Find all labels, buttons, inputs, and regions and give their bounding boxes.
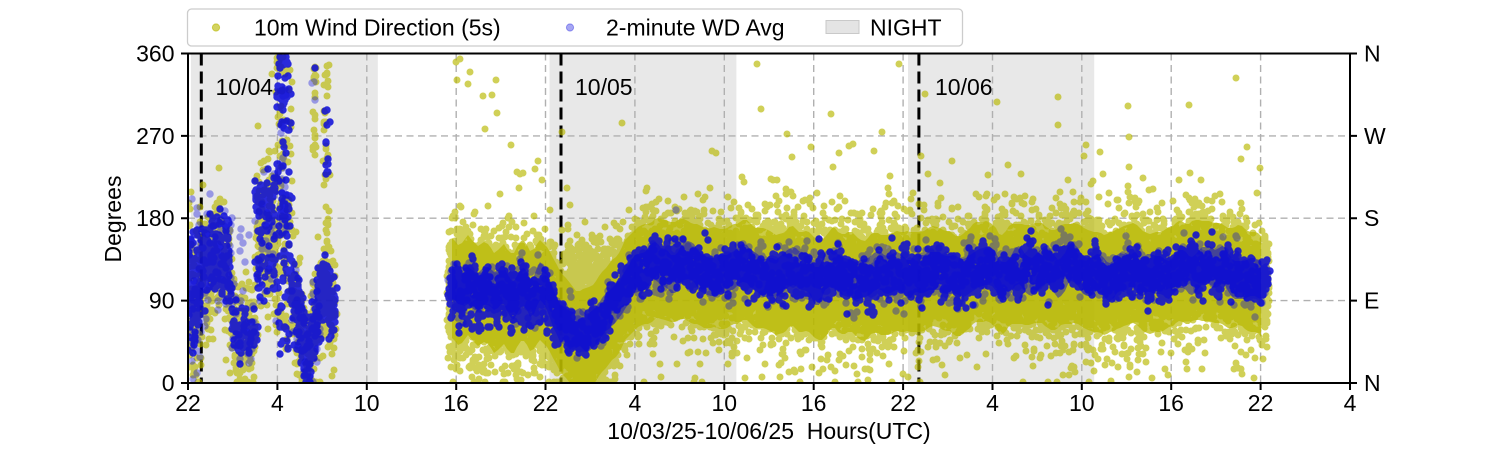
svg-text:10/06: 10/06 bbox=[935, 74, 993, 100]
svg-text:10: 10 bbox=[354, 390, 380, 416]
svg-text:10: 10 bbox=[1069, 390, 1095, 416]
svg-text:E: E bbox=[1364, 288, 1379, 314]
svg-text:16: 16 bbox=[801, 390, 827, 416]
svg-text:S: S bbox=[1364, 205, 1379, 231]
svg-text:10/05: 10/05 bbox=[575, 74, 633, 100]
svg-text:22: 22 bbox=[890, 390, 916, 416]
svg-text:270: 270 bbox=[136, 123, 174, 149]
svg-text:360: 360 bbox=[136, 41, 174, 67]
svg-text:10: 10 bbox=[712, 390, 738, 416]
svg-text:10m Wind Direction (5s): 10m Wind Direction (5s) bbox=[254, 15, 501, 41]
svg-text:0: 0 bbox=[162, 370, 175, 396]
svg-text:Degrees: Degrees bbox=[100, 176, 126, 263]
svg-text:180: 180 bbox=[136, 205, 174, 231]
svg-text:4: 4 bbox=[629, 390, 642, 416]
svg-text:NIGHT: NIGHT bbox=[870, 15, 942, 41]
svg-text:22: 22 bbox=[1248, 390, 1274, 416]
svg-text:2-minute WD Avg: 2-minute WD Avg bbox=[606, 15, 785, 41]
svg-text:N: N bbox=[1364, 370, 1381, 396]
svg-text:4: 4 bbox=[1344, 390, 1357, 416]
svg-text:4: 4 bbox=[271, 390, 284, 416]
svg-text:N: N bbox=[1364, 41, 1381, 67]
svg-text:16: 16 bbox=[1158, 390, 1184, 416]
svg-text:22: 22 bbox=[175, 390, 201, 416]
svg-text:W: W bbox=[1364, 123, 1386, 149]
svg-text:22: 22 bbox=[533, 390, 559, 416]
svg-text:10/04: 10/04 bbox=[216, 74, 274, 100]
svg-text:4: 4 bbox=[986, 390, 999, 416]
svg-text:16: 16 bbox=[443, 390, 469, 416]
svg-text:10/03/25-10/06/25 Hours(UTC): 10/03/25-10/06/25 Hours(UTC) bbox=[607, 418, 930, 444]
svg-text:90: 90 bbox=[149, 288, 175, 314]
